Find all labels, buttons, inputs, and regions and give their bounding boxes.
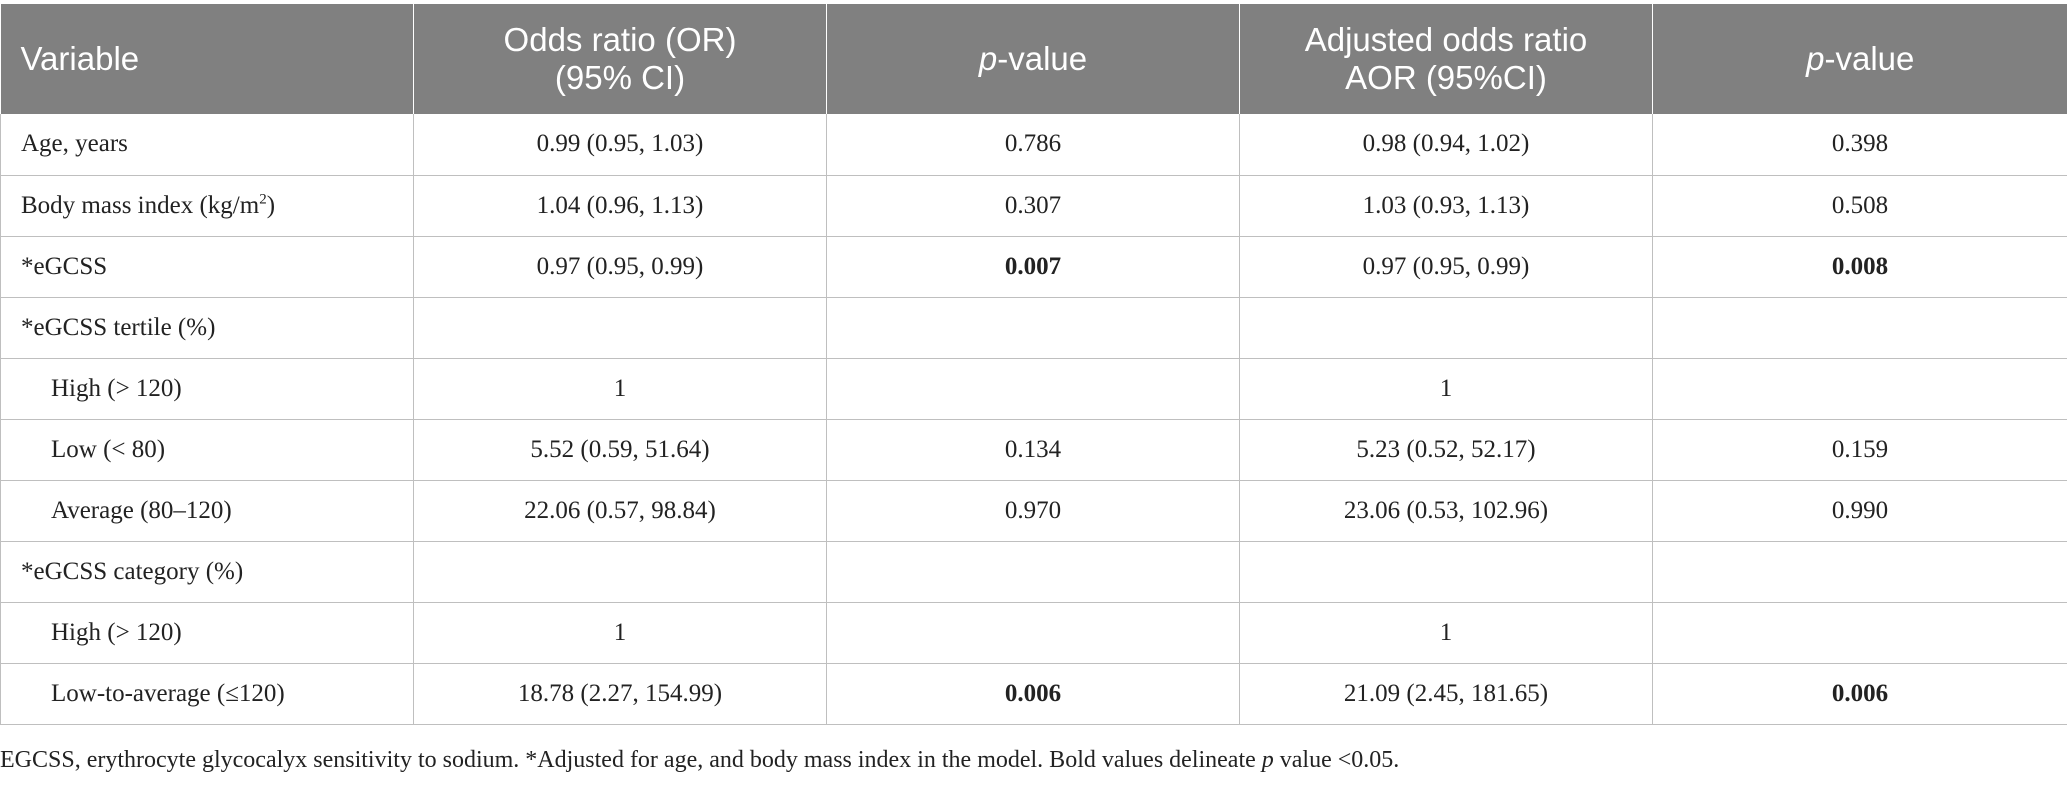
table-row: Age, years 0.99 (0.95, 1.03) 0.786 0.98 … [0,114,2067,176]
header-odds-ratio-line1: Odds ratio (OR) [503,21,737,58]
header-odds-ratio-line2: (95% CI) [554,59,686,96]
header-odds-ratio: Odds ratio (OR) (95% CI) [413,4,827,114]
cell-aor: 23.06 (0.53, 102.96) [1239,480,1653,542]
cell-adjusted-p-value [1652,602,2067,664]
header-aor-line1: Adjusted odds ratio [1304,21,1588,58]
regression-table: Variable Odds ratio (OR) (95% CI) p-valu… [0,4,2067,725]
table-body: Age, years 0.99 (0.95, 1.03) 0.786 0.98 … [0,114,2067,725]
cell-p-value [826,358,1240,420]
cell-variable: Low-to-average (≤120) [0,663,414,725]
header-p-rest-2: -value [1824,40,1915,77]
cell-adjusted-p-value [1652,297,2067,359]
cell-p-value: 0.786 [826,114,1240,176]
cell-aor: 21.09 (2.45, 181.65) [1239,663,1653,725]
cell-or: 5.52 (0.59, 51.64) [413,419,827,481]
header-p-italic-2: p [1806,40,1825,77]
cell-p-value [826,297,1240,359]
footnote-text-2: value <0.05. [1273,747,1400,773]
cell-p-value [826,541,1240,603]
cell-variable: Average (80–120) [0,480,414,542]
header-adjusted-odds-ratio: Adjusted odds ratio AOR (95%CI) [1239,4,1653,114]
cell-variable: High (> 120) [0,358,414,420]
cell-p-value: 0.970 [826,480,1240,542]
table-row: Low-to-average (≤120) 18.78 (2.27, 154.9… [0,663,2067,725]
cell-variable: *eGCSS tertile (%) [0,297,414,359]
cell-or: 1 [413,358,827,420]
cell-or: 18.78 (2.27, 154.99) [413,663,827,725]
cell-p-value: 0.307 [826,175,1240,237]
cell-variable-text: Body mass index (kg/m [21,191,260,219]
table-row: High (> 120) 1 1 [0,602,2067,664]
cell-or: 1.04 (0.96, 1.13) [413,175,827,237]
cell-aor [1239,297,1653,359]
footnote-text-1: EGCSS, erythrocyte glycocalyx sensitivit… [0,747,1262,773]
cell-adjusted-p-value: 0.159 [1652,419,2067,481]
cell-variable-superscript: 2 [259,191,267,208]
cell-aor: 1.03 (0.93, 1.13) [1239,175,1653,237]
cell-adjusted-p-value: 0.008 [1652,236,2067,298]
header-p-value-2: p-value [1652,4,2067,114]
cell-p-value [826,602,1240,664]
table-row: *eGCSS category (%) [0,541,2067,603]
cell-adjusted-p-value: 0.398 [1652,114,2067,176]
cell-adjusted-p-value [1652,358,2067,420]
cell-adjusted-p-value: 0.006 [1652,663,2067,725]
table-header: Variable Odds ratio (OR) (95% CI) p-valu… [0,4,2067,114]
cell-aor: 0.97 (0.95, 0.99) [1239,236,1653,298]
header-p-rest-1: -value [997,40,1088,77]
cell-or [413,541,827,603]
cell-variable: *eGCSS [0,236,414,298]
cell-p-value: 0.007 [826,236,1240,298]
cell-aor: 5.23 (0.52, 52.17) [1239,419,1653,481]
header-aor-line2: AOR (95%CI) [1345,59,1547,96]
cell-or: 0.97 (0.95, 0.99) [413,236,827,298]
cell-variable: High (> 120) [0,602,414,664]
table-row: High (> 120) 1 1 [0,358,2067,420]
cell-or: 1 [413,602,827,664]
cell-aor: 1 [1239,358,1653,420]
header-p-value-1: p-value [826,4,1240,114]
cell-aor: 0.98 (0.94, 1.02) [1239,114,1653,176]
cell-p-value: 0.006 [826,663,1240,725]
cell-aor [1239,541,1653,603]
table-row: *eGCSS tertile (%) [0,297,2067,359]
table-footnote: EGCSS, erythrocyte glycocalyx sensitivit… [0,747,1399,774]
cell-p-value: 0.134 [826,419,1240,481]
cell-or [413,297,827,359]
cell-variable: Low (< 80) [0,419,414,481]
cell-variable: *eGCSS category (%) [0,541,414,603]
cell-adjusted-p-value: 0.990 [1652,480,2067,542]
regression-table-container: Variable Odds ratio (OR) (95% CI) p-valu… [0,4,2067,725]
cell-variable: Age, years [0,114,414,176]
cell-adjusted-p-value [1652,541,2067,603]
header-p-italic-1: p [978,40,998,77]
cell-or: 0.99 (0.95, 1.03) [413,114,827,176]
cell-variable-end: ) [266,191,276,219]
table-row: *eGCSS 0.97 (0.95, 0.99) 0.007 0.97 (0.9… [0,236,2067,298]
cell-aor: 1 [1239,602,1653,664]
cell-variable: Body mass index (kg/m2) [0,175,414,237]
cell-adjusted-p-value: 0.508 [1652,175,2067,237]
table-row: Low (< 80) 5.52 (0.59, 51.64) 0.134 5.23… [0,419,2067,481]
header-variable: Variable [0,4,414,114]
footnote-italic-p: p [1261,747,1274,773]
table-row: Body mass index (kg/m2) 1.04 (0.96, 1.13… [0,175,2067,237]
cell-or: 22.06 (0.57, 98.84) [413,480,827,542]
table-row: Average (80–120) 22.06 (0.57, 98.84) 0.9… [0,480,2067,542]
